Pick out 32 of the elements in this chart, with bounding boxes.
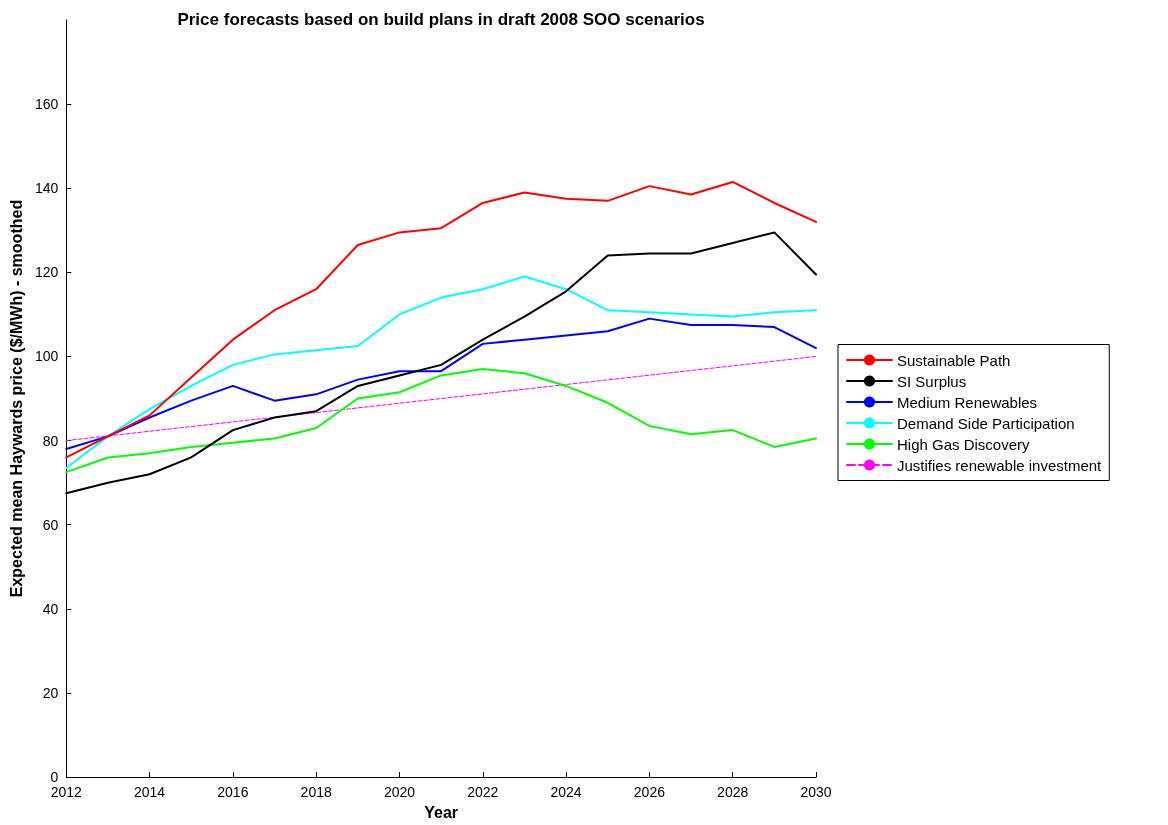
legend-label: Justifies renewable investment bbox=[897, 456, 1103, 474]
y-tick-label: 140 bbox=[34, 180, 59, 197]
x-tick-label: 2020 bbox=[383, 784, 416, 801]
x-tick-label: 2022 bbox=[467, 784, 499, 801]
x-tick-label: 2030 bbox=[800, 784, 832, 801]
line-series bbox=[65, 317, 817, 451]
y-tick-label: 120 bbox=[34, 264, 59, 281]
line-series bbox=[65, 180, 817, 459]
x-tick-label: 2028 bbox=[717, 784, 749, 801]
x-axis-title: Year bbox=[424, 803, 459, 821]
y-tick-label: 100 bbox=[34, 348, 59, 365]
x-tick-label: 2018 bbox=[300, 784, 332, 801]
legend-label: Sustainable Path bbox=[897, 351, 1011, 369]
y-tick-label: 160 bbox=[34, 96, 59, 113]
y-tick-label: 80 bbox=[42, 432, 59, 449]
x-tick-label: 2014 bbox=[133, 784, 166, 801]
y-tick-label: 60 bbox=[42, 516, 59, 533]
y-tick-label: 0 bbox=[50, 769, 59, 786]
x-tick-label: 2026 bbox=[633, 784, 666, 801]
line-series bbox=[65, 368, 817, 474]
legend-label: Demand Side Participation bbox=[897, 414, 1075, 432]
chart-title: Price forecasts based on build plans in draft 2008 SOO scenarios bbox=[177, 10, 705, 29]
y-axis-title: Expected mean Haywards price ($/MWh) - smoothed bbox=[7, 199, 25, 598]
legend-label: High Gas Discovery bbox=[897, 435, 1031, 453]
x-tick-label: 2012 bbox=[50, 784, 83, 801]
x-tick-label: 2024 bbox=[550, 784, 582, 801]
line-series bbox=[65, 275, 817, 469]
legend-label: SI Surplus bbox=[897, 372, 967, 390]
y-tick-label: 40 bbox=[42, 600, 59, 617]
y-tick-label: 20 bbox=[42, 684, 59, 701]
legend-label: Medium Renewables bbox=[897, 393, 1038, 411]
x-tick-label: 2016 bbox=[217, 784, 249, 801]
